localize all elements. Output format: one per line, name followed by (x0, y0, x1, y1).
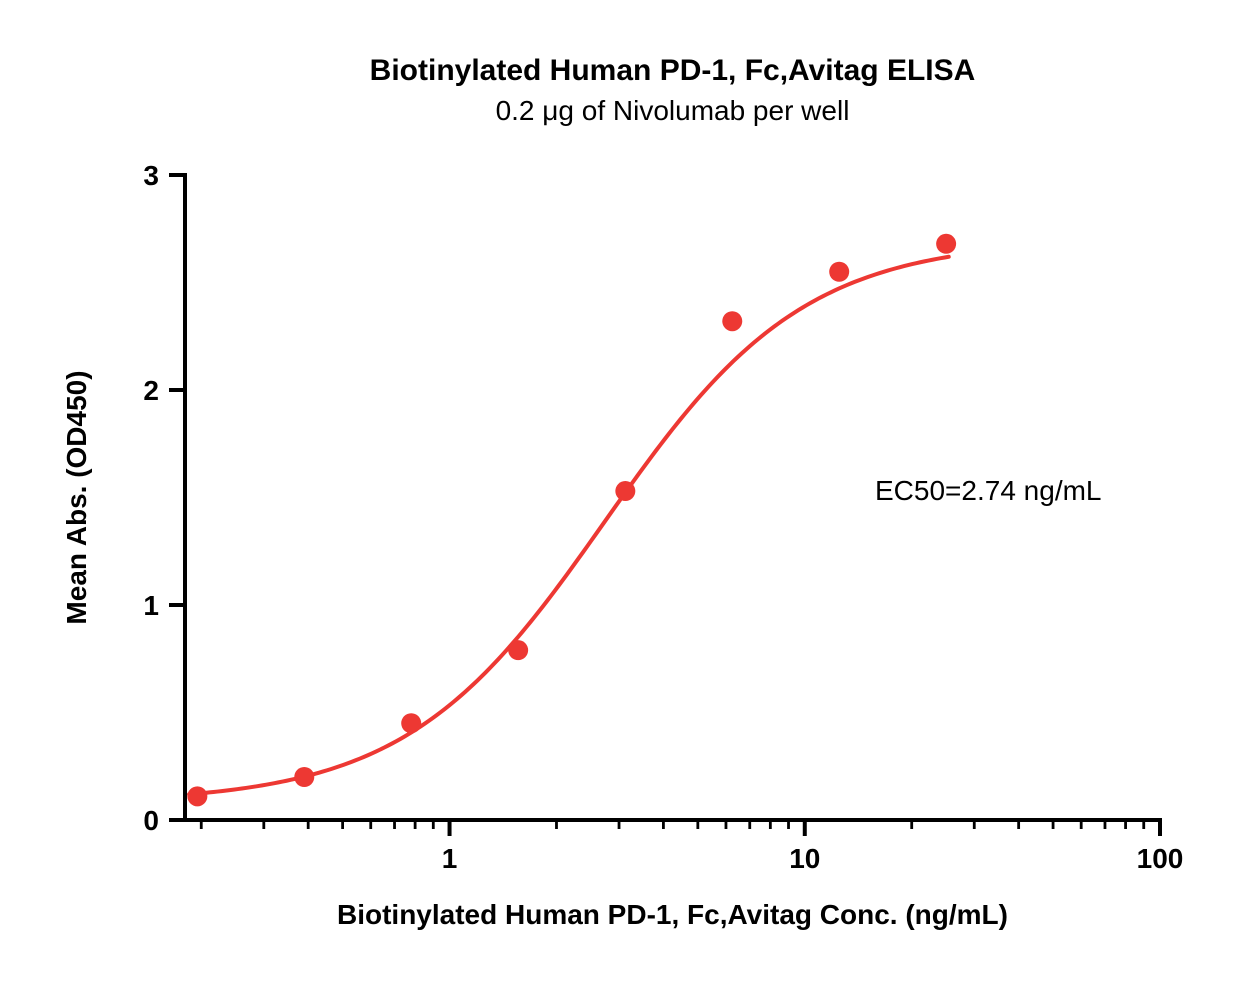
y-tick-label: 2 (143, 375, 159, 406)
chart-subtitle: 0.2 μg of Nivolumab per well (496, 95, 850, 126)
x-tick-label: 10 (789, 843, 820, 874)
x-axis-label: Biotinylated Human PD-1, Fc,Avitag Conc.… (337, 899, 1008, 930)
data-point (294, 767, 314, 787)
ec50-annotation: EC50=2.74 ng/mL (875, 475, 1102, 506)
x-tick-label: 1 (442, 843, 458, 874)
y-tick-label: 3 (143, 160, 159, 191)
y-tick-label: 1 (143, 590, 159, 621)
data-point (615, 481, 635, 501)
data-point (829, 262, 849, 282)
y-tick-label: 0 (143, 805, 159, 836)
data-point (187, 786, 207, 806)
data-point (722, 311, 742, 331)
data-point (401, 713, 421, 733)
data-point (508, 640, 528, 660)
y-axis-label: Mean Abs. (OD450) (61, 370, 92, 624)
x-tick-label: 100 (1137, 843, 1184, 874)
chart-title: Biotinylated Human PD-1, Fc,Avitag ELISA (370, 54, 976, 87)
elisa-chart: Biotinylated Human PD-1, Fc,Avitag ELISA… (0, 0, 1245, 993)
data-point (936, 234, 956, 254)
